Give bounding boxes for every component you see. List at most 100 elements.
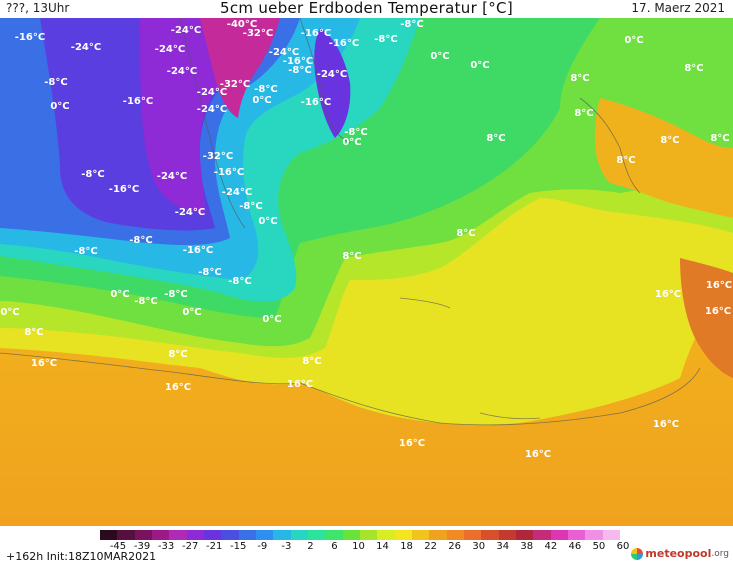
colorbar-swatch	[533, 530, 551, 540]
temperature-label: -8°C	[254, 84, 277, 95]
temperature-label: 0°C	[50, 101, 69, 112]
temperature-label: -32°C	[220, 79, 250, 90]
colorbar-swatch	[498, 530, 516, 540]
temperature-label: -8°C	[228, 276, 251, 287]
colorbar-ticks: -45 -39 -33 -27 -21 -15 -9 -3 2 6 10 14 18 22 26 30 34 38…	[110, 541, 630, 555]
temperature-map[interactable]: -16°C -24°C -24°C -40°C -32°C -8°C -16°C -16°C -…	[0, 18, 733, 526]
temperature-label: 8°C	[168, 349, 187, 360]
temperature-label: -24°C	[157, 171, 187, 182]
temperature-label: 16°C	[705, 306, 731, 317]
colorbar-swatch	[567, 530, 586, 540]
temperature-label: 16°C	[525, 449, 551, 460]
temperature-label: -24°C	[155, 44, 185, 55]
temperature-label: -8°C	[239, 201, 262, 212]
temperature-label: -8°C	[134, 296, 157, 307]
colorbar-tick-label: 26	[448, 541, 462, 552]
temperature-label: -32°C	[243, 28, 273, 39]
temperature-label: -16°C	[109, 184, 139, 195]
colorbar-tick-label: 50	[592, 541, 606, 552]
temperature-label: 16°C	[287, 379, 313, 390]
temperature-label: 0°C	[0, 307, 19, 318]
colorbar-tick-label: -21	[206, 541, 223, 552]
colorbar-swatch	[429, 530, 447, 540]
colorbar-tick-label: -3	[281, 541, 292, 552]
colorbar-swatch	[377, 530, 395, 540]
temperature-label: 0°C	[262, 314, 281, 325]
colorbar-tick-label: -33	[157, 541, 175, 552]
temperature-label: -16°C	[15, 32, 45, 43]
map-canvas[interactable]: -16°C-24°C-24°C-40°C-32°C-8°C-16°C-16°C -…	[0, 18, 733, 526]
temperature-label: -24°C	[167, 66, 197, 77]
temperature-label: 0°C	[430, 51, 449, 62]
colorbar-swatch	[238, 530, 256, 540]
temperature-label: 16°C	[165, 382, 191, 393]
temperature-label: -24°C	[171, 25, 201, 36]
temperature-label: 8°C	[486, 133, 505, 144]
brand-logo[interactable]: meteopool .org	[631, 547, 729, 560]
colorbar-swatch	[186, 530, 204, 540]
colorbar-tick-label: 60	[616, 541, 630, 552]
temperature-label: 16°C	[31, 358, 57, 369]
temperature-label: -16°C	[329, 38, 359, 49]
colorbar-tick-label: 46	[568, 541, 582, 552]
colorbar-swatch	[134, 530, 152, 540]
temperature-label: 8°C	[456, 228, 475, 239]
colorbar-swatch	[290, 530, 308, 540]
colorbar-swatch	[255, 530, 274, 540]
colorbar-tick-label: -39	[133, 541, 151, 552]
temperature-label: 16°C	[655, 289, 681, 300]
temperature-label: 0°C	[252, 95, 271, 106]
map-header: ???, 13Uhr 5cm ueber Erdboden Temperatur…	[0, 0, 733, 18]
temperature-label: -8°C	[74, 246, 97, 257]
colorbar-tick-label: 18	[400, 541, 413, 552]
temperature-label: -8°C	[81, 169, 104, 180]
temperature-label: -8°C	[374, 34, 397, 45]
temperature-label: -24°C	[197, 87, 227, 98]
brand-suffix: .org	[711, 548, 729, 559]
colorbar-tick-label: 6	[331, 541, 338, 552]
temperature-label: -32°C	[203, 151, 233, 162]
temperature-label: -16°C	[301, 28, 331, 39]
region-island-cold	[314, 28, 351, 138]
temperature-label: 0°C	[110, 289, 129, 300]
colorbar-tick-label: 2	[307, 541, 314, 552]
colorbar-swatch	[602, 530, 620, 540]
temperature-label: 16°C	[653, 419, 679, 430]
colorbar-swatch	[411, 530, 430, 540]
colorbar-swatch	[515, 530, 534, 540]
temperature-label: 0°C	[470, 60, 489, 71]
colorbar-tick-label: 10	[352, 541, 365, 552]
temperature-label: 8°C	[684, 63, 703, 74]
temperature-label: -8°C	[344, 127, 367, 138]
globe-icon	[631, 547, 644, 560]
colorbar	[100, 530, 620, 540]
temperature-label: -8°C	[400, 19, 423, 30]
colorbar-swatch	[325, 530, 343, 540]
temperature-label: -24°C	[222, 187, 252, 198]
temperature-label: 16°C	[399, 438, 425, 449]
temperature-label: -24°C	[175, 207, 205, 218]
region-magenta	[200, 18, 280, 118]
temperature-label: 8°C	[342, 251, 361, 262]
brand-name: meteopool	[645, 547, 712, 560]
temperature-label: -24°C	[317, 69, 347, 80]
temperature-label: 8°C	[574, 108, 593, 119]
temperature-label: -40°C	[227, 19, 257, 30]
colorbar-swatch	[307, 530, 326, 540]
temperature-label: -16°C	[283, 56, 313, 67]
temperature-label: -16°C	[183, 245, 213, 256]
colorbar-swatch	[463, 530, 482, 540]
colorbar-swatch	[446, 530, 464, 540]
colorbar-tick-label: -45	[109, 541, 127, 552]
colorbar-tick-label: 14	[376, 541, 389, 552]
colorbar-swatch	[585, 530, 603, 540]
colorbar-swatch	[550, 530, 568, 540]
colorbar-swatch	[151, 530, 170, 540]
colorbar-tick-label: -27	[181, 541, 199, 552]
temperature-label: -8°C	[44, 77, 67, 88]
temperature-label: -24°C	[197, 104, 227, 115]
temperature-label: 8°C	[570, 73, 589, 84]
colorbar-swatch	[117, 530, 135, 540]
colorbar-tick-label: 22	[424, 541, 437, 552]
colorbar-swatch	[221, 530, 239, 540]
